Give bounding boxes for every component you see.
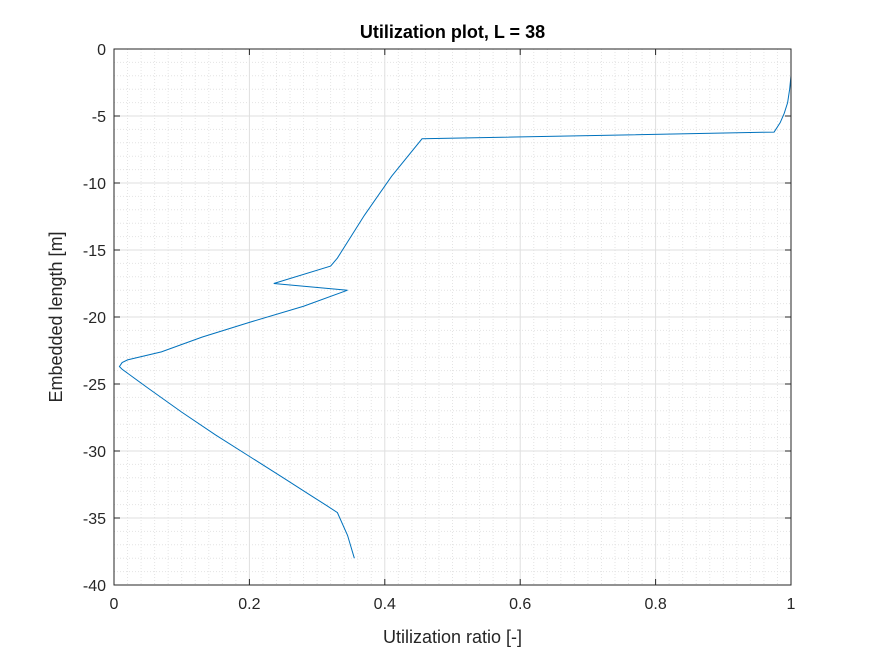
x-tick-label: 1 — [787, 596, 796, 613]
y-tick-label: 0 — [97, 42, 106, 59]
x-tick-label: 0 — [110, 596, 119, 613]
x-tick-labels: 0 0.2 0.4 0.6 0.8 1 — [110, 596, 796, 613]
y-tick-label: -40 — [83, 578, 106, 595]
y-tick-label: -15 — [83, 243, 106, 260]
y-tick-label: -10 — [83, 176, 106, 193]
x-axis-label: Utilization ratio [-] — [383, 627, 522, 647]
chart-title: Utilization plot, L = 38 — [360, 22, 545, 42]
y-tick-label: -25 — [83, 377, 106, 394]
y-tick-labels: 0 -5 -10 -15 -20 -25 -30 -35 -40 — [83, 42, 106, 595]
x-tick-label: 0.6 — [509, 596, 531, 613]
y-tick-label: -5 — [92, 109, 106, 126]
y-axis-label: Embedded length [m] — [46, 231, 66, 402]
series-group — [118, 49, 792, 559]
x-tick-label: 0.4 — [374, 596, 396, 613]
utilization-line — [118, 49, 792, 559]
x-tick-label: 0.2 — [238, 596, 260, 613]
y-tick-label: -35 — [83, 511, 106, 528]
y-tick-label: -20 — [83, 310, 106, 327]
tick-marks — [113, 48, 792, 586]
y-tick-label: -30 — [83, 444, 106, 461]
x-tick-label: 0.8 — [644, 596, 666, 613]
